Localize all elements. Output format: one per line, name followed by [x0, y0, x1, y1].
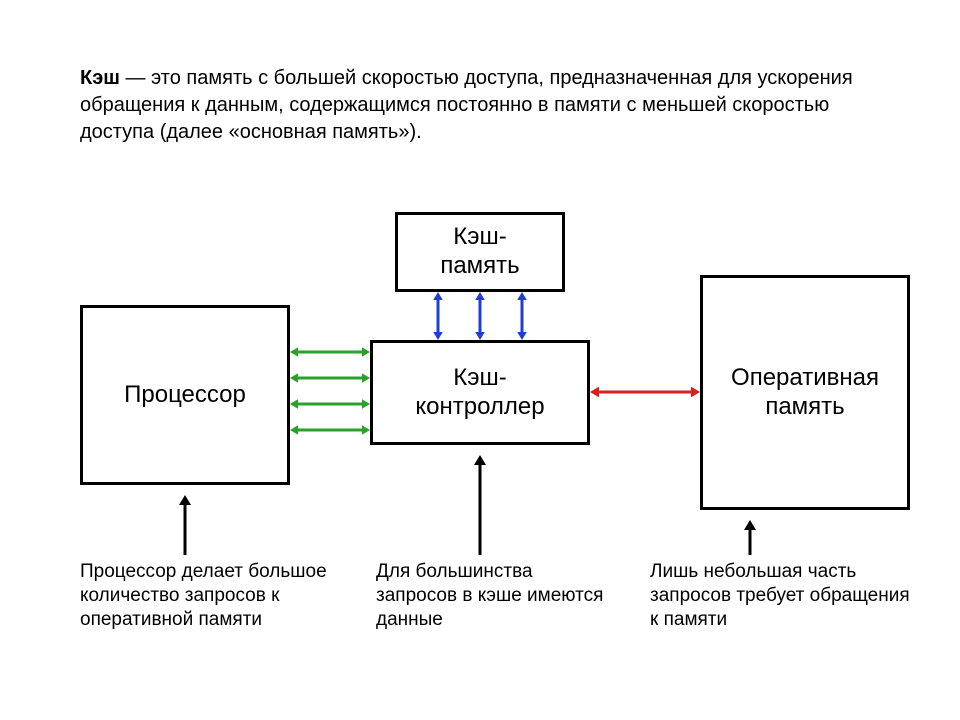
annotation-cpu: Процессор делает большое количество запр… — [80, 560, 340, 631]
annotation-cpu-text: Процессор делает большое количество запр… — [80, 561, 327, 630]
page-root: Кэш — это память с большей скоростью дос… — [0, 0, 960, 720]
annotation-ram-text: Лишь небольшая часть запросов требует об… — [650, 561, 910, 630]
annotation-ram: Лишь небольшая часть запросов требует об… — [650, 560, 910, 631]
annotation-controller-text: Для большинства запросов в кэше имеются … — [376, 561, 603, 630]
annotation-controller: Для большинства запросов в кэше имеются … — [376, 560, 606, 631]
